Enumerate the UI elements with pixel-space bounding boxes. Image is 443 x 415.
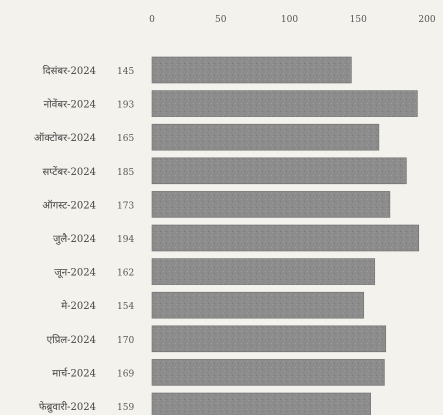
value-label: 185 <box>117 168 134 178</box>
value-label: 170 <box>117 336 134 346</box>
category-label: नोवेंबर-2024 <box>44 99 96 111</box>
value-label: 193 <box>117 101 134 111</box>
category-label: एप्रिल-2024 <box>47 334 96 346</box>
x-axis: 0 50 100 150 200 <box>149 15 436 25</box>
bar <box>151 258 376 285</box>
category-label: ऑगस्ट-2024 <box>42 199 96 211</box>
x-tick-label: 100 <box>281 15 298 25</box>
x-tick-label: 150 <box>350 15 367 25</box>
bar <box>151 157 407 185</box>
x-tick-label: 200 <box>418 15 435 25</box>
category-label: जुलै-2024 <box>53 233 96 245</box>
bar <box>151 191 391 218</box>
value-label: 154 <box>117 302 134 312</box>
x-tick-label: 50 <box>215 15 227 25</box>
bar <box>151 359 385 386</box>
category-label: ऑक्टोबर-2024 <box>34 132 96 144</box>
value-label: 145 <box>117 67 134 77</box>
bar <box>151 56 352 84</box>
value-label: 173 <box>117 201 134 211</box>
bar <box>151 392 371 415</box>
category-labels: दिसंबर-2024 नोवेंबर-2024 ऑक्टोबर-2024 सप्टे… <box>34 65 96 413</box>
bar <box>151 90 418 117</box>
value-label: 169 <box>117 369 134 379</box>
value-label: 165 <box>117 134 134 144</box>
category-label: जून-2024 <box>54 268 96 279</box>
value-labels: 145 193 165 185 173 194 162 154 170 169 159 <box>117 67 134 413</box>
bar <box>151 325 387 353</box>
bars-group <box>151 56 420 415</box>
category-label: मे-2024 <box>61 300 96 312</box>
bar <box>151 224 420 252</box>
value-label: 194 <box>117 235 134 245</box>
bar <box>151 291 365 319</box>
category-label: मार्च-2024 <box>52 367 96 379</box>
bar <box>151 123 380 151</box>
category-label: दिसंबर-2024 <box>43 65 96 77</box>
value-label: 162 <box>117 269 134 279</box>
x-tick-label: 0 <box>149 15 155 25</box>
category-label: सप्टेंबर-2024 <box>42 166 96 178</box>
category-label: फेब्रुवारी-2024 <box>39 401 96 413</box>
value-label: 159 <box>117 403 134 413</box>
